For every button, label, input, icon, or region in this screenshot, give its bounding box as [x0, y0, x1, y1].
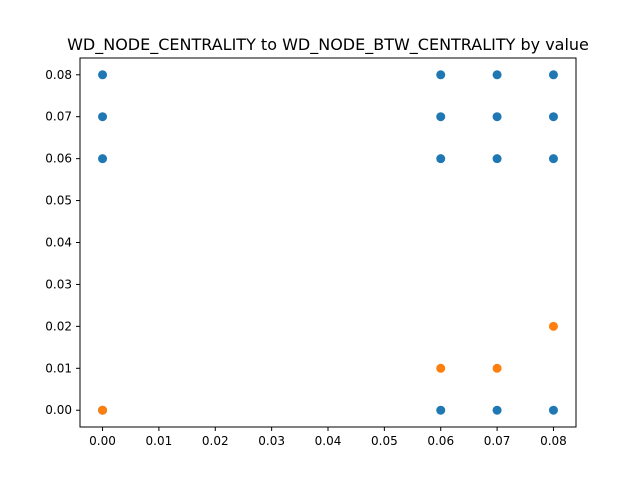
- axes-frame: [79, 57, 577, 428]
- scatter-point: [436, 70, 446, 80]
- x-tick-label: 0.01: [146, 434, 173, 448]
- y-tick-label: 0.07: [45, 110, 72, 124]
- scatter-point: [436, 154, 446, 164]
- scatter-point: [436, 363, 446, 373]
- y-axis: 0.00 0.01 0.02 0.03 0.04 0.05 0.06 0.07 0.08: [45, 68, 80, 417]
- x-tick-label: 0.02: [202, 434, 229, 448]
- scatter-point: [492, 70, 502, 80]
- x-tick-label: 0.07: [484, 434, 511, 448]
- x-tick-label: 0.03: [258, 434, 285, 448]
- y-tick-label: 0.01: [45, 361, 72, 375]
- scatter-point: [98, 70, 108, 80]
- series-1: [98, 321, 558, 415]
- scatter-point: [98, 154, 108, 164]
- scatter-point: [98, 112, 108, 122]
- scatter-point: [492, 154, 502, 164]
- scatter-point: [548, 112, 558, 122]
- y-tick-label: 0.06: [45, 152, 72, 166]
- x-axis: 0.00 0.01 0.02 0.03 0.04 0.05 0.06 0.07 0.08: [89, 427, 567, 448]
- data-marks: [98, 70, 558, 415]
- x-tick-label: 0.06: [427, 434, 454, 448]
- x-tick-label: 0.04: [315, 434, 342, 448]
- scatter-point: [492, 112, 502, 122]
- chart-title: WD_NODE_CENTRALITY to WD_NODE_BTW_CENTRA…: [67, 35, 589, 55]
- y-tick-label: 0.04: [45, 236, 72, 250]
- y-tick-label: 0.00: [45, 403, 72, 417]
- scatter-point: [548, 405, 558, 415]
- scatter-point: [492, 405, 502, 415]
- scatter-point: [548, 321, 558, 331]
- x-tick-label: 0.08: [540, 434, 567, 448]
- scatter-point: [98, 405, 108, 415]
- y-tick-label: 0.05: [45, 194, 72, 208]
- y-tick-label: 0.08: [45, 68, 72, 82]
- x-tick-label: 0.00: [89, 434, 116, 448]
- scatter-point: [548, 154, 558, 164]
- scatter-point: [436, 112, 446, 122]
- scatter-point: [548, 70, 558, 80]
- y-tick-label: 0.03: [45, 277, 72, 291]
- scatter-point: [492, 363, 502, 373]
- scatter-point: [436, 405, 446, 415]
- y-tick-label: 0.02: [45, 319, 72, 333]
- x-tick-label: 0.05: [371, 434, 398, 448]
